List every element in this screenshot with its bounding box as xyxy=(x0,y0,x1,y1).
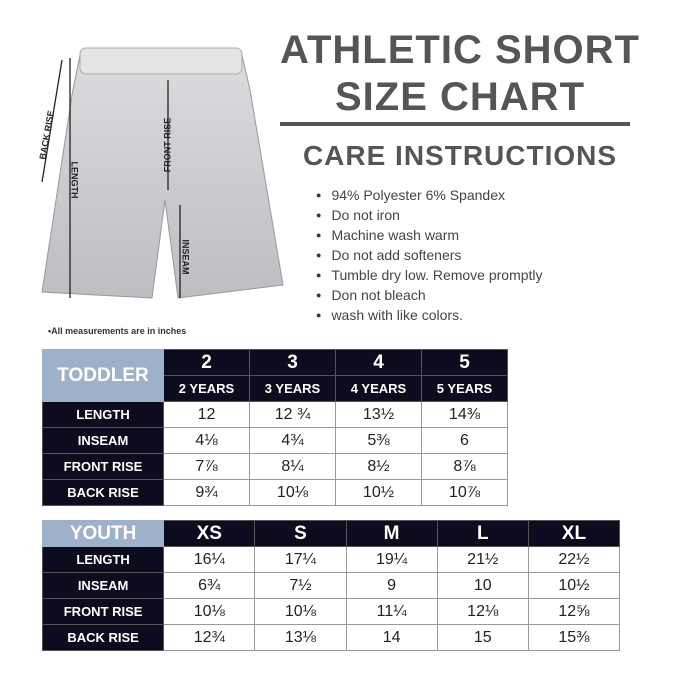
measurement-cell: 8¼ xyxy=(249,453,336,480)
table-row: INSEAM 6¾ 7½ 9 10 10½ xyxy=(41,572,621,599)
care-item: Tumble dry low. Remove promptly xyxy=(316,265,542,285)
measurement-cell: 17¼ xyxy=(254,546,347,573)
age-row: 2 YEARS 3 YEARS 4 YEARS 5 YEARS xyxy=(43,375,508,402)
measurement-cell: 10⅛ xyxy=(249,479,336,506)
table-row: LENGTH 12 12 ¾ 13½ 14⅜ xyxy=(42,401,508,428)
measurement-cell: 10½ xyxy=(527,572,621,599)
age-header: 3 YEARS xyxy=(249,375,336,402)
size-header: S xyxy=(254,520,347,547)
measurement-cell: 9 xyxy=(345,572,438,599)
measurement-cell: 13½ xyxy=(335,401,422,428)
inseam-label: INSEAM xyxy=(180,239,191,275)
measurement-cell: 8½ xyxy=(335,453,422,480)
measurement-cell: 12 ¾ xyxy=(249,401,336,428)
care-heading: CARE INSTRUCTIONS xyxy=(302,140,618,171)
care-item: Do not add softeners xyxy=(316,245,543,265)
measure-arrows xyxy=(41,58,181,298)
youth-table: YOUTH XS S M L XL LENGTH 16¼ 17¼ 19¼ 21½ 22½ INSEAM 6… xyxy=(41,520,621,651)
title-line1: ATHLETIC SHORT xyxy=(280,28,640,72)
measurement-cell: 15 xyxy=(436,624,529,651)
measurement-cell: 12⅝ xyxy=(527,598,621,625)
waistband xyxy=(79,47,243,75)
measurement-cell: 16¼ xyxy=(163,546,256,573)
length-label: LENGTH xyxy=(69,161,80,199)
measurement-cell: 14 xyxy=(345,624,438,651)
row-label: BACK RISE xyxy=(42,479,164,506)
measurement-cell: 7½ xyxy=(254,572,347,599)
measurement-cell: 10 xyxy=(436,572,529,599)
size-header: M xyxy=(345,520,438,547)
table-row: FRONT RISE 10⅛ 10⅛ 11¼ 12⅛ 12⅝ xyxy=(41,598,621,625)
title-line2: SIZE CHART xyxy=(335,75,585,119)
table-row: BACK RISE 9¾ 10⅛ 10½ 10⅞ xyxy=(42,479,508,506)
measurement-cell: 12⅛ xyxy=(436,598,529,625)
table-row: FRONT RISE 7⅞ 8¼ 8½ 8⅞ xyxy=(42,453,508,480)
measurement-cell: 9¾ xyxy=(163,479,250,506)
measurement-cell: 12¾ xyxy=(163,624,256,651)
measurement-cell: 5⅜ xyxy=(335,427,422,454)
row-label: LENGTH xyxy=(41,546,165,573)
measurement-cell: 6¾ xyxy=(163,572,256,599)
header-row: YOUTH XS S M L XL xyxy=(41,520,621,547)
care-item: wash with like colors. xyxy=(316,305,543,325)
row-label: FRONT RISE xyxy=(41,598,165,625)
measurement-cell: 4¾ xyxy=(249,427,336,454)
measurement-cell: 21½ xyxy=(436,546,529,573)
measurement-cell: 10⅛ xyxy=(254,598,347,625)
measurement-cell: 12 xyxy=(163,401,250,428)
divider xyxy=(280,122,630,126)
table-row: LENGTH 16¼ 17¼ 19¼ 21½ 22½ xyxy=(41,546,621,573)
measurement-cell: 10⅞ xyxy=(421,479,508,506)
row-label: BACK RISE xyxy=(41,624,165,651)
table-row: BACK RISE 12¾ 13⅛ 14 15 15⅜ xyxy=(41,624,621,651)
size-header: L xyxy=(436,520,529,547)
measurement-cell: 11¼ xyxy=(345,598,438,625)
size-header: 2 xyxy=(163,349,250,376)
age-header: 2 YEARS xyxy=(163,375,250,402)
row-label: LENGTH xyxy=(42,401,164,428)
measurement-cell: 4⅛ xyxy=(163,427,250,454)
header-row: TODDLER 2 3 4 5 xyxy=(42,349,508,402)
measurement-cell: 10⅛ xyxy=(163,598,256,625)
size-header: 4 xyxy=(335,349,422,376)
measurement-note: •All measurements are in inches xyxy=(48,326,187,336)
category-label: YOUTH xyxy=(41,520,165,547)
measurement-cell: 15⅜ xyxy=(527,624,621,651)
age-header: 4 YEARS xyxy=(335,375,422,402)
size-header: 5 xyxy=(421,349,508,376)
size-header: XL xyxy=(527,520,621,547)
size-header: 3 xyxy=(249,349,336,376)
shorts-diagram xyxy=(41,47,284,299)
measurement-cell: 14⅜ xyxy=(421,401,508,428)
toddler-table: TODDLER 2 3 4 5 2 YEARS 3 YEARS 4 YEARS 5 YEARS L… xyxy=(42,349,508,506)
care-item: 94% Polyester 6% Spandex xyxy=(316,185,543,205)
measurement-cell: 22½ xyxy=(527,546,621,573)
row-label: INSEAM xyxy=(42,427,164,454)
measurement-cell: 7⅞ xyxy=(163,453,250,480)
shorts-icon xyxy=(41,54,284,299)
row-label: INSEAM xyxy=(41,572,165,599)
care-item: Don not bleach xyxy=(316,285,543,305)
care-list: 94% Polyester 6% SpandexDo not ironMachi… xyxy=(316,185,543,325)
table-row: INSEAM 4⅛ 4¾ 5⅜ 6 xyxy=(42,427,508,454)
size-header: XS xyxy=(163,520,256,547)
category-label: TODDLER xyxy=(42,349,164,402)
measurement-cell: 13⅛ xyxy=(254,624,347,651)
measurement-cell: 10½ xyxy=(335,479,422,506)
measurement-cell: 6 xyxy=(421,427,508,454)
age-header: 5 YEARS xyxy=(421,375,508,402)
measurement-cell: 8⅞ xyxy=(421,453,508,480)
care-item: Machine wash warm xyxy=(316,225,543,245)
care-item: Do not iron xyxy=(316,205,543,225)
row-label: FRONT RISE xyxy=(42,453,164,480)
front-rise-label: FRONT RISE xyxy=(162,117,173,173)
measurement-cell: 19¼ xyxy=(345,546,438,573)
